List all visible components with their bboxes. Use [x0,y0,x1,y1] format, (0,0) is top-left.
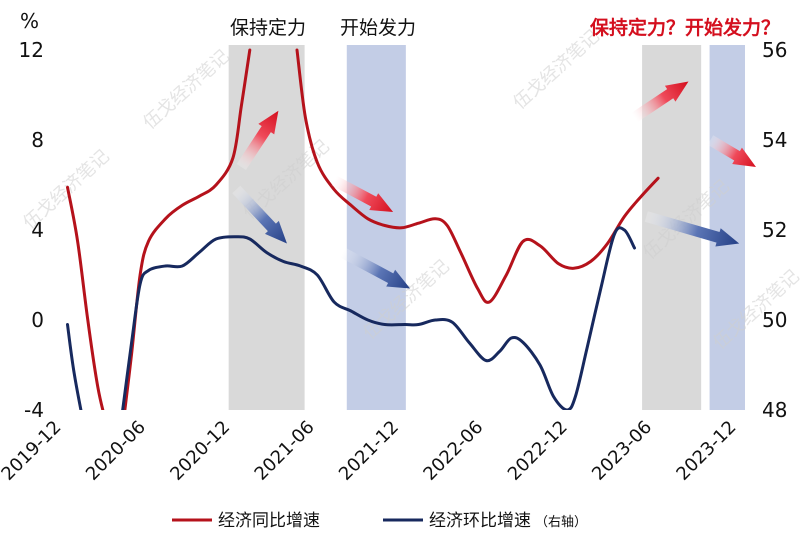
x-tick-label: 2022-06 [419,417,487,485]
series-yoy-line-seg-1 [66,185,105,410]
left-tick-label: -4 [24,398,44,422]
red-arrow-6 [707,135,756,168]
right-axis-ticks: 56 54 52 50 48 [762,38,787,422]
legend-label-mom: 经济环比增速 [429,511,531,531]
watermark: 伍戈经济笔记 [509,26,603,114]
x-tick-label: 2022-12 [504,417,572,485]
left-tick-label: 0 [31,308,44,332]
series-lines [66,48,660,410]
x-tick-label: 2023-12 [672,417,740,485]
right-tick-label: 50 [762,308,787,332]
left-axis-ticks: 12 8 4 0 -4 [19,38,44,422]
shaded-period-4 [709,45,745,410]
shaded-period-2 [346,45,406,410]
x-tick-label: 2020-06 [82,417,150,485]
series-mom-line-seg-2 [121,226,636,410]
x-axis-ticks: 2019-12 2020-06 2020-12 2021-06 2021-12 2022-… [0,417,741,485]
series-mom-line-seg-1 [66,323,83,410]
x-tick-label: 2021-06 [251,417,319,485]
red-arrow-1 [236,110,279,171]
right-tick-label: 54 [762,128,787,152]
watermark: 伍戈经济笔记 [139,46,233,134]
left-tick-label: 8 [31,128,44,152]
legend: 经济同比增速 经济环比增速 （右轴） [172,511,587,531]
series-yoy-line-seg-3 [295,48,660,304]
x-tick-label: 2020-12 [166,417,234,485]
red-arrow-5 [631,81,689,123]
shaded-period-1 [228,45,305,410]
annotation-future-question: 保持定力？开始发力？ [589,16,780,39]
right-tick-label: 48 [762,398,787,422]
annotation-exert: 开始发力 [340,17,416,39]
left-axis-unit: % [20,9,39,33]
x-tick-label: 2019-12 [0,417,66,485]
right-tick-label: 52 [762,218,787,242]
trend-arrows [232,81,756,289]
legend-label-yoy: 经济同比增速 [218,511,320,531]
left-tick-label: 4 [31,218,44,242]
blue-arrow-4 [340,247,411,289]
blue-arrow-7 [644,211,740,247]
right-tick-label: 56 [762,38,787,62]
x-tick-label: 2021-12 [335,417,403,485]
x-tick-label: 2023-06 [588,417,656,485]
red-arrow-3 [331,175,394,213]
left-tick-label: 12 [19,38,44,62]
legend-label-right-axis: （右轴） [535,515,587,530]
blue-arrow-2 [232,185,287,244]
annotation-steady: 保持定力 [230,17,306,39]
